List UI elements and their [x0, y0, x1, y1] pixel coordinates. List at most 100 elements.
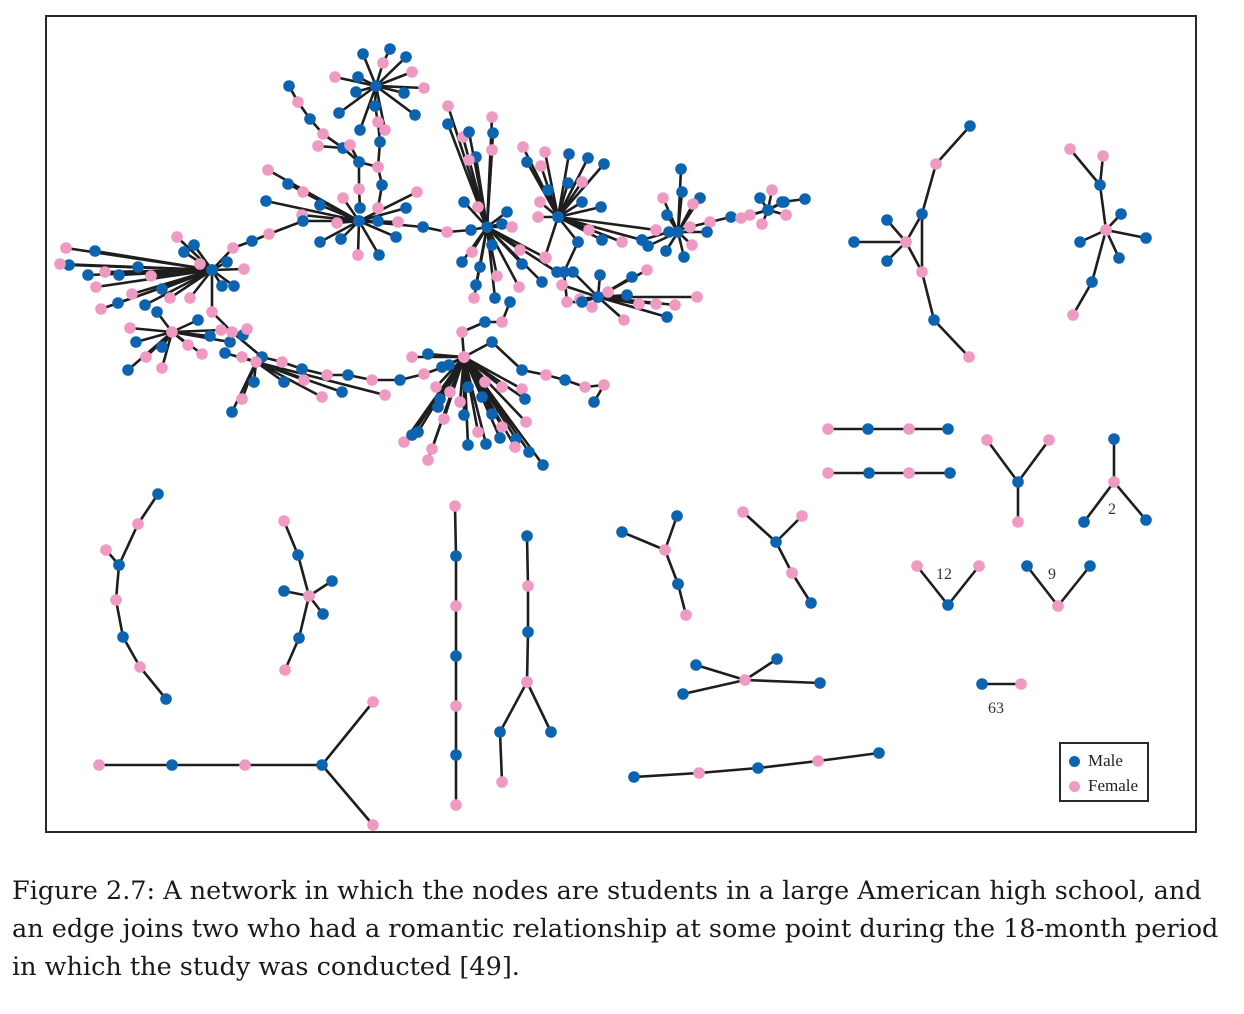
- male-node: [799, 193, 811, 205]
- female-node: [227, 242, 239, 254]
- relationship-edge: [160, 331, 174, 369]
- female-node: [458, 351, 470, 363]
- male-node: [283, 80, 295, 92]
- male-node: [384, 43, 396, 55]
- male-node: [559, 374, 571, 386]
- relationship-edge: [114, 599, 125, 638]
- female-node: [916, 266, 928, 278]
- female-node: [426, 443, 438, 455]
- female-node: [521, 676, 533, 688]
- relationship-edge: [1113, 481, 1147, 521]
- female-node: [279, 664, 291, 676]
- female-node: [372, 116, 384, 128]
- legend-item-female: Female: [1069, 775, 1138, 797]
- male-node: [616, 526, 628, 538]
- relationship-edge: [467, 159, 489, 228]
- relationship-edge: [1056, 565, 1092, 607]
- female-node: [418, 368, 430, 380]
- female-node: [534, 196, 546, 208]
- relationship-edge: [486, 225, 521, 252]
- male-node: [676, 186, 688, 198]
- female-node: [686, 239, 698, 251]
- female-node: [352, 249, 364, 261]
- male-node: [374, 136, 386, 148]
- female-node: [366, 374, 378, 386]
- relationship-edge: [94, 249, 213, 272]
- female-node: [278, 515, 290, 527]
- legend-label-female: Female: [1088, 776, 1139, 795]
- relationship-edge: [757, 759, 819, 770]
- female-node: [704, 216, 716, 228]
- male-node: [417, 221, 429, 233]
- female-node: [496, 421, 508, 433]
- male-node: [1113, 252, 1125, 264]
- relationship-edge: [265, 199, 360, 223]
- male-node: [357, 48, 369, 60]
- relationship-edge: [744, 678, 821, 685]
- female-node: [981, 434, 993, 446]
- male-node: [63, 259, 75, 271]
- relationship-edge: [255, 360, 386, 397]
- male-node: [762, 204, 774, 216]
- female-node: [329, 71, 341, 83]
- male-node: [537, 459, 549, 471]
- male-node: [156, 283, 168, 295]
- female-node: [687, 198, 699, 210]
- relationship-edge: [319, 219, 360, 244]
- relationship-edge: [498, 681, 529, 733]
- relationship-edge: [633, 771, 700, 779]
- female-node: [93, 759, 105, 771]
- male-node: [442, 118, 454, 130]
- female-node: [454, 396, 466, 408]
- male-node: [596, 234, 608, 246]
- female-node: [1108, 476, 1120, 488]
- relationship-edge: [525, 535, 530, 587]
- female-node: [472, 201, 484, 213]
- male-node: [278, 585, 290, 597]
- male-node: [771, 653, 783, 665]
- relationship-edge: [774, 541, 794, 574]
- female-node: [517, 141, 529, 153]
- relationship-edge: [358, 206, 407, 223]
- relationship-edge: [663, 515, 679, 551]
- male-node: [725, 211, 737, 223]
- female-node: [367, 819, 379, 831]
- female-node: [618, 314, 630, 326]
- male-node: [317, 608, 329, 620]
- relationship-edge: [268, 219, 304, 236]
- male-node: [487, 127, 499, 139]
- female-node: [379, 389, 391, 401]
- female-node: [110, 594, 122, 606]
- male-node: [409, 109, 421, 121]
- relationship-edge: [920, 271, 936, 321]
- female-node: [1015, 678, 1027, 690]
- female-node: [263, 228, 275, 240]
- male-node: [166, 759, 178, 771]
- female-node: [496, 776, 508, 788]
- male-node: [754, 192, 766, 204]
- component-label-9: 9: [1048, 566, 1056, 583]
- male-node: [130, 336, 142, 348]
- male-node: [516, 364, 528, 376]
- relationship-edge: [1090, 229, 1108, 283]
- female-node: [418, 82, 430, 94]
- female-node: [633, 298, 645, 310]
- female-node: [430, 381, 442, 393]
- relationship-edge: [144, 268, 213, 307]
- relationship-edge: [150, 268, 213, 278]
- relationship-edge: [744, 657, 778, 682]
- relationship-edge: [114, 564, 121, 601]
- male-node: [476, 391, 488, 403]
- male-node: [458, 196, 470, 208]
- male-node: [89, 245, 101, 257]
- male-node: [219, 347, 231, 359]
- female-node: [344, 139, 356, 151]
- female-node: [406, 351, 418, 363]
- relationship-edge: [357, 220, 381, 256]
- relationship-edge: [561, 283, 599, 299]
- male-node: [398, 87, 410, 99]
- female-node: [1052, 600, 1064, 612]
- female-node: [239, 759, 251, 771]
- female-node: [780, 209, 792, 221]
- female-node: [659, 544, 671, 556]
